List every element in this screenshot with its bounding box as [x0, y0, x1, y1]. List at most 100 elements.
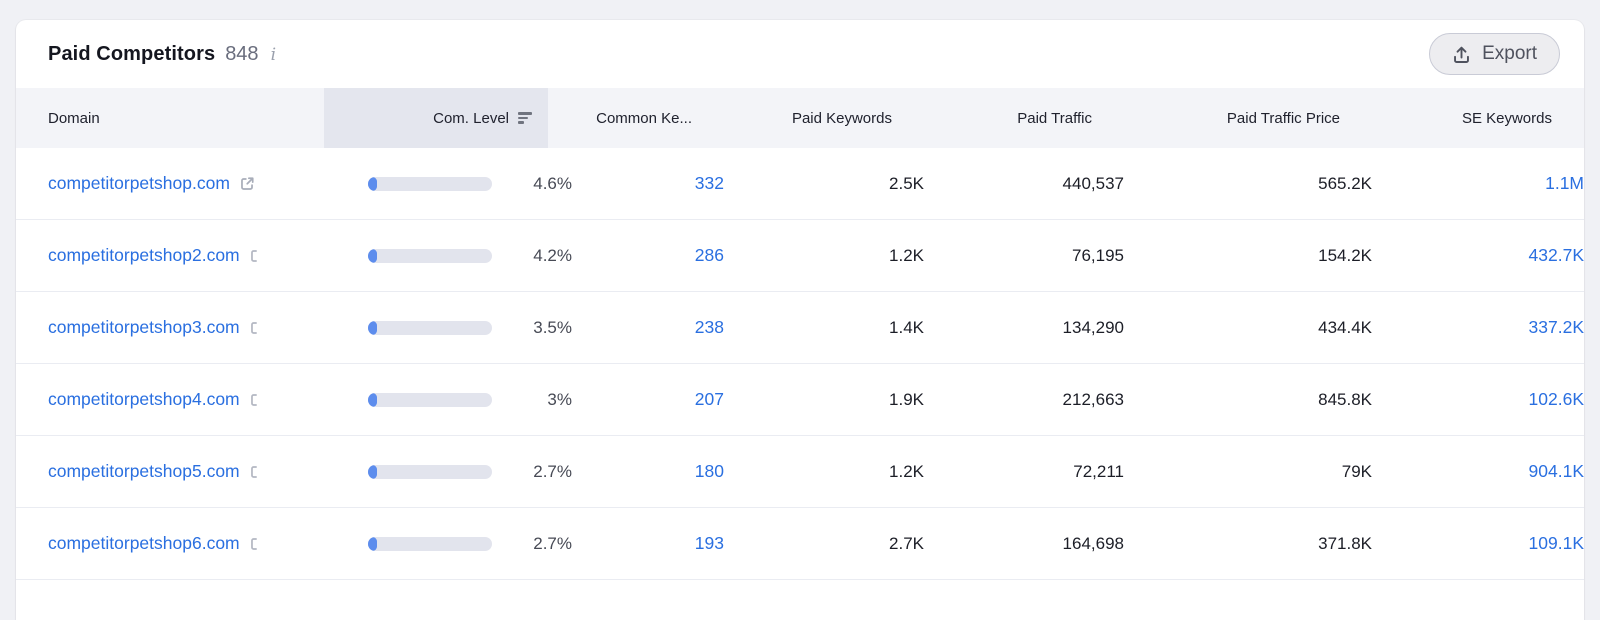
table-row: competitorpetshop5.com 2.7% 180 1.2K 72,…	[16, 436, 1584, 508]
competitive-level-bar	[368, 464, 492, 479]
domain-link[interactable]: competitorpetshop3.com	[48, 317, 240, 337]
se-keywords-link[interactable]: 432.7K	[1528, 245, 1584, 265]
common-keywords-link[interactable]: 207	[694, 389, 724, 409]
common-keywords-link[interactable]: 286	[694, 245, 724, 265]
paid-competitors-card: Paid Competitors 848 i Export Domain Com…	[16, 20, 1584, 620]
column-header-label: Paid Keywords	[791, 109, 892, 127]
paid-traffic-value: 164,698	[1062, 533, 1124, 553]
competitive-level-fill	[368, 392, 377, 407]
com-level-cell: 4.6%	[356, 174, 580, 194]
com-level-cell: 4.2%	[356, 246, 580, 266]
paid-keywords-value: 1.2K	[889, 461, 924, 481]
table-header-row: Domain Com. Level Common Ke... Paid Keyw…	[16, 88, 1584, 148]
competitive-level-value: 3%	[547, 389, 572, 409]
partial-external-link-icon[interactable]	[249, 536, 265, 552]
paid-traffic-value: 212,663	[1062, 389, 1124, 409]
domain-link[interactable]: competitorpetshop6.com	[48, 533, 240, 553]
com-level-cell: 2.7%	[356, 462, 580, 482]
domain-cell: competitorpetshop6.com	[16, 533, 356, 554]
export-button[interactable]: Export	[1429, 33, 1560, 75]
column-header-label: Paid Traffic	[1017, 109, 1092, 127]
column-header-domain[interactable]: Domain	[16, 88, 324, 148]
table-row: competitorpetshop6.com 2.7% 193 2.7K 164…	[16, 508, 1584, 580]
domain-cell: competitorpetshop4.com	[16, 389, 356, 410]
competitors-count: 848	[225, 42, 259, 65]
table-row: competitorpetshop4.com 3% 207 1.9K 212,6…	[16, 364, 1584, 436]
paid-traffic-price-value: 845.8K	[1318, 389, 1372, 409]
paid-traffic-value: 76,195	[1072, 245, 1124, 265]
paid-keywords-value: 1.2K	[889, 245, 924, 265]
common-keywords-link[interactable]: 332	[694, 173, 724, 193]
domain-link[interactable]: competitorpetshop4.com	[48, 389, 240, 409]
sort-descending-icon	[518, 112, 532, 124]
column-header-label: Paid Traffic Price	[1226, 109, 1340, 127]
partial-external-link-icon[interactable]	[249, 248, 265, 264]
column-header-com-level[interactable]: Com. Level	[324, 88, 548, 148]
competitive-level-fill	[368, 320, 377, 335]
table-row: competitorpetshop.com 4.6% 332 2.5K 440,…	[16, 148, 1584, 220]
column-header-label: Common Ke...	[596, 109, 692, 127]
export-button-label: Export	[1482, 43, 1537, 64]
paid-keywords-value: 1.9K	[889, 389, 924, 409]
partial-external-link-icon[interactable]	[249, 392, 265, 408]
partial-external-link-icon[interactable]	[249, 464, 265, 480]
paid-keywords-value: 2.7K	[889, 533, 924, 553]
paid-traffic-price-value: 434.4K	[1318, 317, 1372, 337]
competitive-level-fill	[368, 248, 377, 263]
common-keywords-link[interactable]: 193	[694, 533, 724, 553]
partial-external-link-icon[interactable]	[249, 320, 265, 336]
column-header-common-keywords[interactable]: Common Ke...	[548, 88, 692, 148]
info-icon[interactable]: i	[270, 44, 276, 65]
column-header-paid-traffic-price[interactable]: Paid Traffic Price	[1092, 88, 1340, 148]
external-link-icon[interactable]	[239, 176, 255, 192]
com-level-cell: 2.7%	[356, 534, 580, 554]
domain-cell: competitorpetshop2.com	[16, 245, 356, 266]
competitive-level-bar	[368, 536, 492, 551]
se-keywords-link[interactable]: 337.2K	[1528, 317, 1584, 337]
competitive-level-bar	[368, 392, 492, 407]
se-keywords-link[interactable]: 904.1K	[1528, 461, 1584, 481]
competitive-level-fill	[368, 464, 377, 479]
competitive-level-bar	[368, 320, 492, 335]
table-body: competitorpetshop.com 4.6% 332 2.5K 440,…	[16, 148, 1584, 580]
paid-traffic-value: 134,290	[1062, 317, 1124, 337]
table-row: competitorpetshop2.com 4.2% 286 1.2K 76,…	[16, 220, 1584, 292]
competitive-level-value: 2.7%	[533, 461, 572, 481]
paid-traffic-price-value: 79K	[1341, 461, 1372, 481]
competitive-level-value: 4.6%	[533, 173, 572, 193]
domain-link[interactable]: competitorpetshop2.com	[48, 245, 240, 265]
domain-link[interactable]: competitorpetshop5.com	[48, 461, 240, 481]
column-header-label: Com. Level	[433, 109, 509, 127]
column-header-se-keywords[interactable]: SE Keywords	[1340, 88, 1552, 148]
domain-cell: competitorpetshop3.com	[16, 317, 356, 338]
column-header-label: SE Keywords	[1461, 109, 1552, 127]
com-level-cell: 3.5%	[356, 318, 580, 338]
competitive-level-fill	[368, 176, 377, 191]
table-row: competitorpetshop3.com 3.5% 238 1.4K 134…	[16, 292, 1584, 364]
domain-link[interactable]: competitorpetshop.com	[48, 173, 230, 193]
competitive-level-value: 4.2%	[533, 245, 572, 265]
competitive-level-bar	[368, 176, 492, 191]
paid-traffic-price-value: 565.2K	[1318, 173, 1372, 193]
paid-traffic-value: 72,211	[1073, 461, 1124, 481]
competitive-level-fill	[368, 536, 377, 551]
paid-traffic-price-value: 371.8K	[1318, 533, 1372, 553]
paid-traffic-price-value: 154.2K	[1318, 245, 1372, 265]
column-header-paid-traffic[interactable]: Paid Traffic	[892, 88, 1092, 148]
common-keywords-link[interactable]: 180	[694, 461, 724, 481]
competitive-level-value: 3.5%	[533, 317, 572, 337]
domain-cell: competitorpetshop5.com	[16, 461, 356, 482]
upload-icon	[1452, 45, 1471, 64]
common-keywords-link[interactable]: 238	[694, 317, 724, 337]
se-keywords-link[interactable]: 102.6K	[1528, 389, 1584, 409]
competitive-level-bar	[368, 248, 492, 263]
column-header-paid-keywords[interactable]: Paid Keywords	[692, 88, 892, 148]
domain-cell: competitorpetshop.com	[16, 173, 356, 194]
se-keywords-link[interactable]: 109.1K	[1528, 533, 1584, 553]
title-group: Paid Competitors 848 i	[48, 43, 276, 66]
competitive-level-value: 2.7%	[533, 533, 572, 553]
se-keywords-link[interactable]: 1.1M	[1545, 173, 1584, 193]
column-header-label: Domain	[48, 109, 100, 127]
paid-keywords-value: 2.5K	[889, 173, 924, 193]
com-level-cell: 3%	[356, 390, 580, 410]
